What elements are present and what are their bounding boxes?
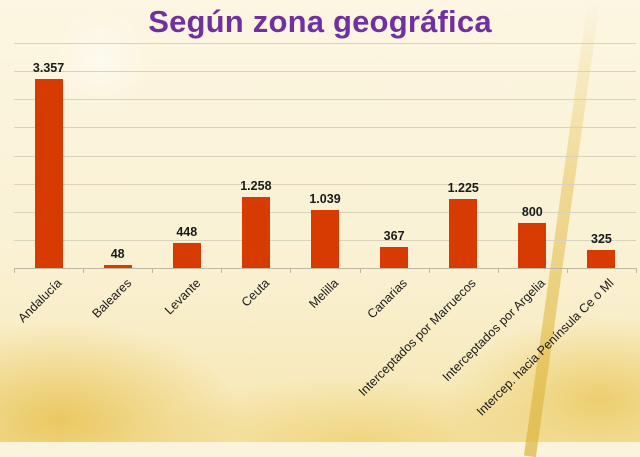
- data-label: 448: [176, 224, 198, 239]
- bar: [518, 223, 547, 268]
- gridline: [14, 155, 636, 157]
- bar: [241, 197, 270, 268]
- data-label: 325: [591, 231, 612, 246]
- data-label: 48: [110, 247, 125, 262]
- data-label: 1.225: [447, 181, 479, 196]
- axis-tick: [360, 268, 361, 273]
- axis-tick: [14, 268, 15, 273]
- plot-area: 3.357 48 448 1.258 1.039 367 1.225 800 325: [14, 43, 637, 273]
- axis-tick: [83, 268, 84, 273]
- axis-tick: [567, 268, 568, 273]
- bar: [103, 265, 132, 268]
- data-label: 367: [383, 229, 405, 244]
- bar: [34, 79, 63, 268]
- gridline: [14, 99, 636, 101]
- x-axis: [14, 268, 636, 269]
- axis-tick: [221, 268, 222, 273]
- axis-tick: [152, 268, 153, 273]
- gridline: [14, 183, 636, 185]
- gridline: [14, 71, 636, 73]
- bar: [311, 209, 339, 268]
- axis-tick: [498, 268, 499, 273]
- data-label: 1.039: [309, 191, 341, 206]
- bar: [449, 199, 478, 268]
- gridline: [14, 43, 636, 44]
- data-label: 3.357: [32, 61, 65, 76]
- data-label: 1.258: [240, 179, 272, 194]
- axis-tick: [429, 268, 430, 273]
- bar: [587, 249, 616, 268]
- bar: [380, 247, 409, 268]
- axis-tick: [636, 268, 637, 273]
- data-label: 800: [521, 205, 543, 219]
- gridline: [14, 127, 636, 129]
- bar: [172, 242, 201, 268]
- axis-tick: [290, 268, 291, 273]
- chart-title: Según zona geográfica: [148, 4, 492, 39]
